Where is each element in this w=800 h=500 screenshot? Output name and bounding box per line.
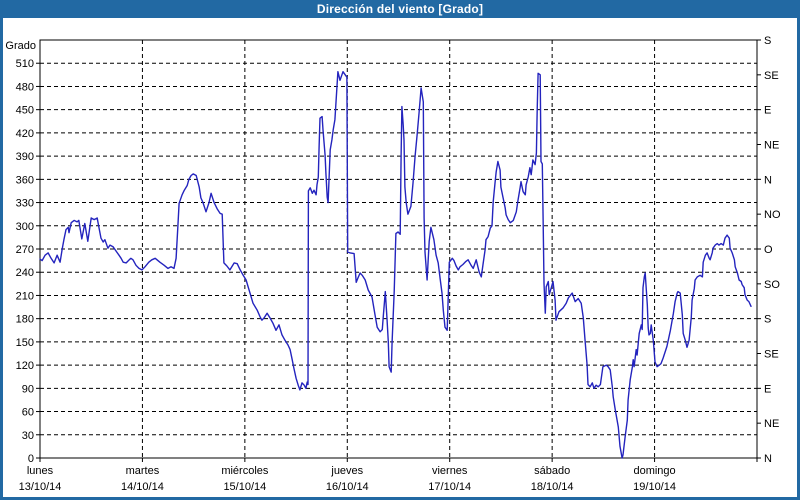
y-axis-tick-label: 120: [16, 360, 34, 372]
y-axis-tick-label: 300: [16, 221, 34, 233]
day-label: domingo: [633, 465, 675, 477]
day-label: miércoles: [221, 465, 269, 477]
window-title: Dirección del viento [Grado]: [316, 2, 484, 16]
day-label: jueves: [330, 465, 363, 477]
compass-tick-label: N: [764, 174, 772, 186]
day-label: martes: [126, 465, 160, 477]
compass-tick-label: S: [764, 314, 771, 326]
date-label: 16/10/14: [326, 481, 369, 493]
compass-tick-label: E: [764, 383, 771, 395]
date-label: 14/10/14: [121, 481, 164, 493]
compass-tick-label: N: [764, 453, 772, 465]
date-label: 13/10/14: [19, 481, 62, 493]
compass-tick-label: SO: [764, 279, 780, 291]
y-axis-tick-label: 450: [16, 105, 34, 117]
y-axis-tick-label: 510: [16, 58, 34, 70]
y-axis-tick-label: 150: [16, 337, 34, 349]
y-axis-tick-label: 390: [16, 151, 34, 163]
compass-tick-label: SE: [764, 349, 779, 361]
window-title-bar: Dirección del viento [Grado]: [0, 0, 800, 18]
y-axis-tick-label: 60: [22, 407, 34, 419]
compass-tick-label: S: [764, 35, 771, 47]
date-label: 19/10/14: [633, 481, 676, 493]
compass-tick-label: O: [764, 244, 773, 256]
day-label: lunes: [27, 465, 54, 477]
compass-tick-label: NE: [764, 418, 779, 430]
date-label: 17/10/14: [428, 481, 471, 493]
y-axis-tick-label: 210: [16, 290, 34, 302]
day-label: viernes: [432, 465, 468, 477]
wind-direction-line: [39, 70, 752, 459]
y-axis-tick-label: 240: [16, 267, 34, 279]
y-axis-tick-label: 90: [22, 383, 34, 395]
y-axis-tick-label: 0: [28, 453, 34, 465]
y-axis-tick-label: 330: [16, 198, 34, 210]
date-label: 15/10/14: [223, 481, 266, 493]
compass-tick-label: NO: [764, 209, 781, 221]
compass-tick-label: SE: [764, 70, 779, 82]
y-axis-title: Grado: [5, 40, 36, 52]
y-axis-tick-label: 30: [22, 430, 34, 442]
day-label: sábado: [534, 465, 570, 477]
y-axis-tick-label: 360: [16, 174, 34, 186]
y-axis-tick-label: 420: [16, 128, 34, 140]
compass-tick-label: NE: [764, 140, 779, 152]
y-axis-tick-label: 480: [16, 81, 34, 93]
y-axis-tick-label: 180: [16, 314, 34, 326]
compass-tick-label: E: [764, 105, 771, 117]
date-label: 18/10/14: [531, 481, 574, 493]
y-axis-tick-label: 270: [16, 244, 34, 256]
